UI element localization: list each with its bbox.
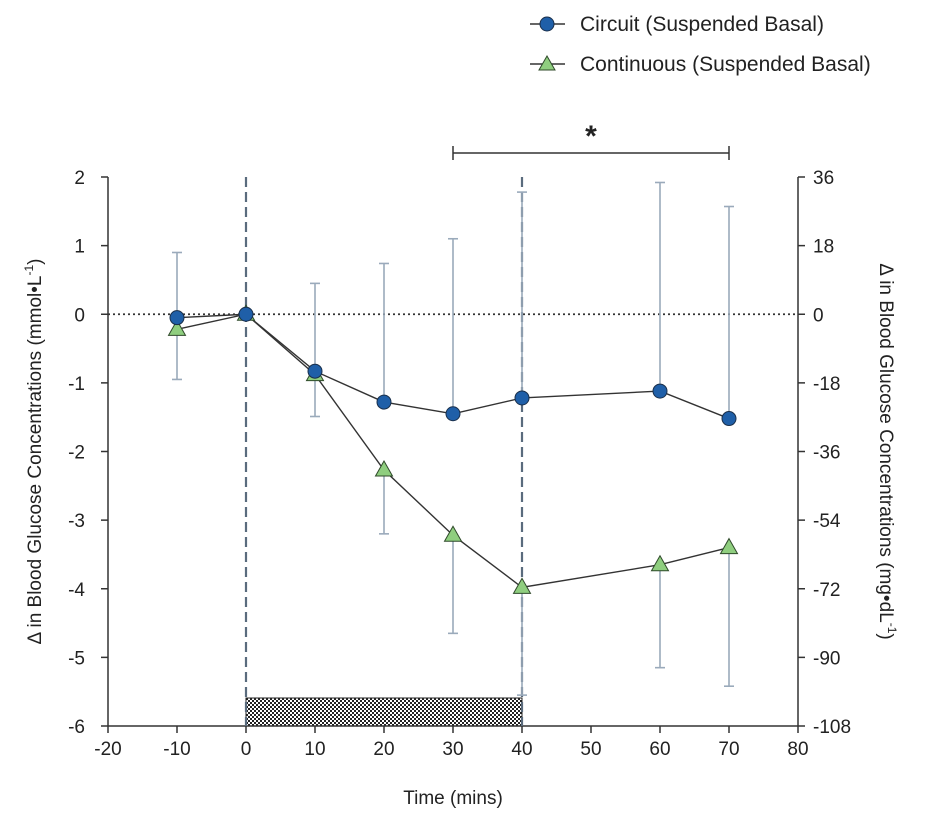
legend-marker-continuous [538,54,556,71]
y-tick-label-left: -5 [68,648,85,669]
legend-label-continuous: Continuous (Suspended Basal) [580,53,871,76]
data-point-continuous [443,525,463,542]
data-point-circuit [169,310,185,326]
y-tick-label-right: -108 [813,717,851,738]
y-ticks-left: 2 1 0 -1 -2 -3 -4 -5 -6 [68,168,108,738]
y-axis-title-right-main: Δ in Blood Glucose Concentrations (mg•dL [875,263,896,622]
x-tick-label: 60 [649,739,670,760]
y-tick-label-right: 18 [813,237,834,258]
legend: Circuit (Suspended Basal) Continuous (Su… [530,13,871,76]
data-point-continuous [650,554,670,572]
x-tick-label: 80 [787,739,808,760]
series-markers [167,304,739,594]
legend-item-circuit: Circuit (Suspended Basal) [530,13,824,36]
legend-item-continuous: Continuous (Suspended Basal) [530,53,871,76]
y-tick-label-left: 1 [74,237,85,258]
data-point-circuit [376,394,392,410]
significance-bracket: * [452,120,730,160]
x-tick-label: -20 [94,739,121,760]
y-tick-label-right: 36 [813,168,834,189]
y-axis-title-right-sup: -1 [885,623,899,634]
y-ticks-right: 36 18 0 -18 -36 -54 -72 -90 -108 [798,168,851,738]
y-axis-title-right: Δ in Blood Glucose Concentrations (mg•dL… [875,263,899,639]
x-tick-label: 70 [718,739,739,760]
data-point-circuit [307,363,323,379]
x-tick-label: -10 [163,739,190,760]
legend-label-circuit: Circuit (Suspended Basal) [580,13,824,36]
y-tick-label-right: -72 [813,580,840,601]
y-tick-label-left: -3 [68,511,85,532]
y-tick-label-left: -1 [68,374,85,395]
data-point-circuit [652,383,668,399]
y-tick-label-left: -6 [68,717,85,738]
data-point-circuit [238,306,254,322]
y-tick-label-left: -4 [68,580,85,601]
y-tick-label-right: -18 [813,374,840,395]
x-tick-label: 40 [511,739,532,760]
vertical-dashed-lines [244,177,524,726]
significance-asterisk: * [585,120,597,153]
y-tick-label-right: -54 [813,511,841,532]
x-tick-label: 20 [373,739,394,760]
y-axis-title-left-sup: -1 [22,265,36,276]
y-axis-title-right-close: ) [875,633,896,639]
x-tick-label: 0 [241,739,252,760]
y-tick-label-left: 0 [74,305,85,326]
x-tick-label: 30 [442,739,463,760]
y-axis-title-left-main: Δ in Blood Glucose Concentrations (mmol•… [25,276,46,645]
y-axis-title-left-close: ) [25,259,46,265]
y-tick-label-right: -36 [813,443,840,464]
x-tick-label: 10 [304,739,325,760]
error-bars [172,181,734,696]
series-line-continuous [176,313,730,589]
data-point-continuous [719,537,739,555]
x-tick-label: 50 [580,739,601,760]
x-ticks: -20 -10 0 10 20 30 40 50 60 70 80 [94,726,809,760]
data-point-circuit [514,390,530,406]
y-tick-label-right: -90 [813,648,840,669]
x-axis-title: Time (mins) [403,788,503,809]
data-point-continuous [512,577,532,594]
y-tick-label-right: 0 [813,305,824,326]
y-tick-label-left: -2 [68,443,85,464]
series-layer [167,181,739,696]
data-point-continuous [167,319,187,336]
data-point-continuous [374,460,394,477]
exercise-period-bar [245,697,523,727]
y-axis-title-left: Δ in Blood Glucose Concentrations (mmol•… [22,259,46,645]
y-tick-label-left: 2 [74,168,85,189]
data-point-circuit [721,411,737,427]
data-point-circuit [445,406,461,422]
series-lines [176,313,730,589]
legend-marker-circuit [539,16,555,32]
